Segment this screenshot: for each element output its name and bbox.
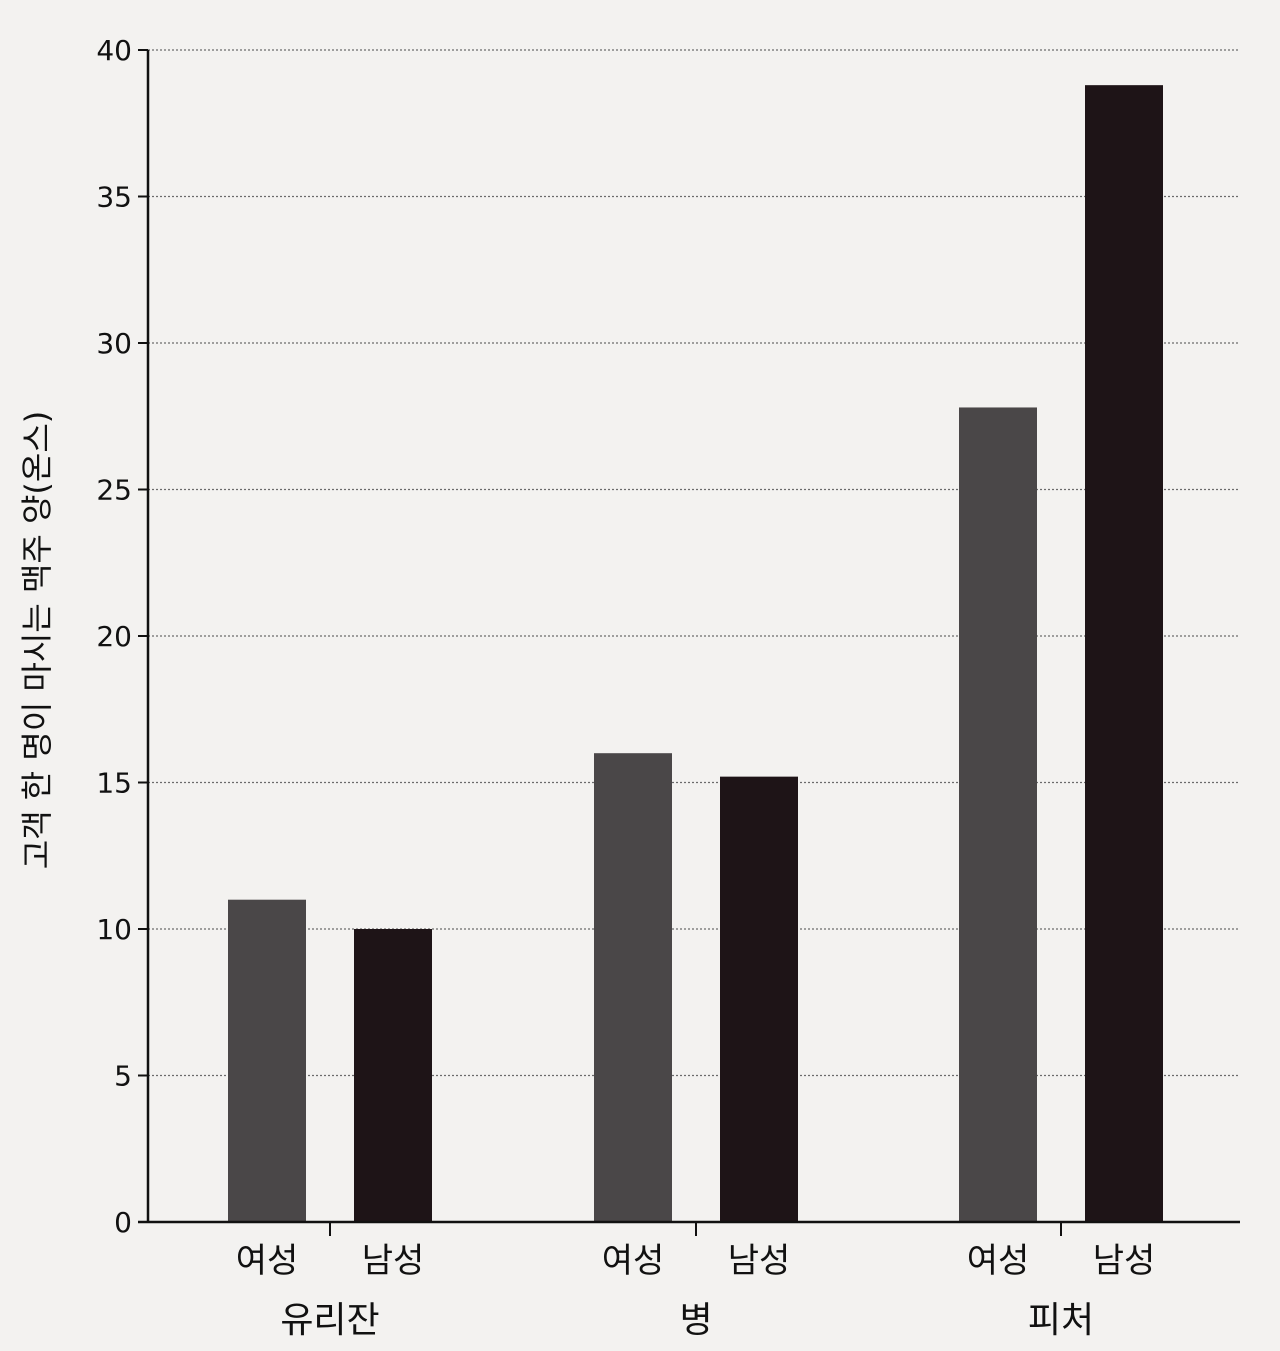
bar-1-0 bbox=[594, 753, 672, 1222]
y-tick-label: 0 bbox=[114, 1206, 132, 1239]
y-tick-label: 5 bbox=[114, 1060, 132, 1093]
x-category-label: 여성 bbox=[602, 1241, 665, 1281]
bar-2-1 bbox=[1085, 85, 1163, 1222]
x-group-label: 병 bbox=[679, 1300, 712, 1341]
bars bbox=[228, 85, 1163, 1223]
x-category-label: 남성 bbox=[362, 1241, 425, 1281]
x-category-label: 남성 bbox=[728, 1241, 791, 1281]
y-tick-label: 35 bbox=[96, 181, 132, 214]
y-tick-label: 10 bbox=[96, 913, 132, 946]
grid-lines bbox=[148, 49, 1240, 1077]
y-tick-label: 20 bbox=[96, 620, 132, 653]
bar-0-0 bbox=[228, 899, 306, 1222]
y-tick-label: 25 bbox=[96, 474, 132, 507]
x-group-label: 피처 bbox=[1028, 1300, 1094, 1341]
x-category-label: 여성 bbox=[236, 1241, 299, 1281]
y-tick-label: 15 bbox=[96, 767, 132, 800]
y-tick-label: 30 bbox=[96, 327, 132, 360]
y-axis-title: 고객 한 명이 마시는 맥주 양(온스) bbox=[18, 411, 56, 870]
bar-2-0 bbox=[959, 407, 1037, 1223]
x-group-label: 유리잔 bbox=[280, 1300, 379, 1341]
x-category-label: 여성 bbox=[967, 1241, 1030, 1281]
bar-0-1 bbox=[354, 929, 432, 1222]
y-tick-label: 40 bbox=[96, 34, 132, 67]
x-category-label: 남성 bbox=[1093, 1241, 1156, 1281]
axes bbox=[138, 49, 1240, 1236]
bar-1-1 bbox=[720, 776, 798, 1222]
